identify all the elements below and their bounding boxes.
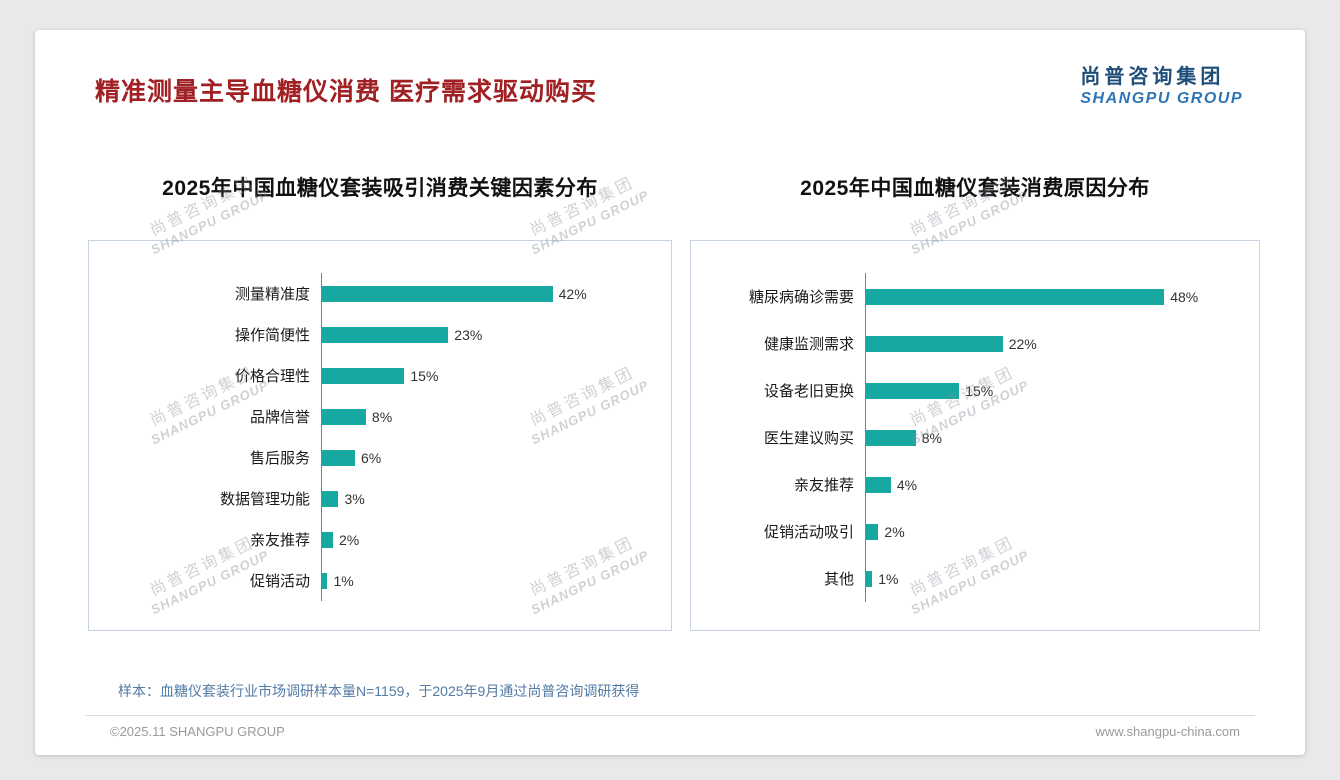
bar-row: 其他 1% — [691, 555, 1245, 602]
bar-row: 亲友推荐 2% — [89, 519, 657, 560]
bar-row: 设备老旧更换 15% — [691, 367, 1245, 414]
category-label: 其他 — [823, 571, 854, 588]
bar — [866, 570, 873, 587]
bar — [866, 288, 1165, 305]
category-label: 医生建议购买 — [763, 430, 854, 447]
category-label: 数据管理功能 — [219, 491, 310, 508]
category-label: 售后服务 — [249, 450, 310, 467]
bar-track: 1% — [321, 560, 657, 601]
bar-track: 42% — [321, 273, 657, 314]
value-label: 23% — [454, 326, 483, 343]
bar — [322, 326, 449, 343]
bar-row: 促销活动吸引 2% — [691, 508, 1245, 555]
category-label: 健康监测需求 — [763, 336, 854, 353]
right-chart-title: 2025年中国血糖仪套装消费原因分布 — [800, 177, 1150, 200]
value-label: 8% — [371, 408, 393, 425]
value-label: 22% — [1008, 335, 1037, 352]
left-bar-chart: 测量精准度 42% 操作简便性 23% 价格合理性 15% 品牌信誉 8% 售后服务 6% 数据管理… — [88, 240, 672, 631]
category-label: 价格合理性 — [234, 368, 310, 385]
bar-row: 操作简便性 23% — [89, 314, 657, 355]
sample-note: 样本：血糖仪套装行业市场调研样本量N=1159，于2025年9月通过尚普咨询调研… — [118, 683, 640, 699]
bar-row: 数据管理功能 3% — [89, 478, 657, 519]
logo-text-en: SHANGPU GROUP — [1080, 90, 1243, 107]
value-label: 42% — [558, 285, 587, 302]
left-chart-section: 2025年中国血糖仪套装吸引消费关键因素分布 测量精准度 42% 操作简便性 23% 价… — [88, 172, 672, 631]
bar-track: 4% — [865, 461, 1245, 508]
bar — [866, 476, 891, 493]
category-label: 亲友推荐 — [793, 477, 854, 494]
bar — [322, 285, 553, 302]
bar-track: 2% — [321, 519, 657, 560]
company-logo: 尚普咨询集团 SHANGPU GROUP — [1080, 60, 1243, 108]
category-label: 品牌信誉 — [249, 409, 310, 426]
logo-text-cn: 尚普咨询集团 — [1080, 66, 1225, 88]
value-label: 15% — [410, 367, 439, 384]
left-chart-title: 2025年中国血糖仪套装吸引消费关键因素分布 — [162, 177, 598, 200]
bar-track: 22% — [865, 320, 1245, 367]
bar — [322, 531, 333, 548]
value-label: 1% — [878, 570, 899, 587]
bar-track: 3% — [321, 478, 657, 519]
bar — [866, 335, 1003, 352]
bar-track: 48% — [865, 273, 1245, 320]
website-url: www.shangpu-china.com — [1095, 724, 1240, 739]
copyright-text: ©2025.11 SHANGPU GROUP — [110, 724, 285, 739]
value-label: 48% — [1170, 288, 1199, 305]
value-label: 2% — [884, 523, 905, 540]
bar — [322, 490, 339, 507]
category-label: 促销活动吸引 — [763, 524, 854, 541]
category-label: 设备老旧更换 — [763, 383, 854, 400]
value-label: 3% — [344, 490, 365, 507]
bar-row: 糖尿病确诊需要 48% — [691, 273, 1245, 320]
bar-row: 促销活动 1% — [89, 560, 657, 601]
bar-track: 15% — [321, 355, 657, 396]
bar — [322, 449, 355, 466]
bar — [866, 429, 916, 446]
category-label: 糖尿病确诊需要 — [748, 289, 854, 306]
bar-track: 23% — [321, 314, 657, 355]
value-label: 6% — [360, 449, 382, 466]
category-label: 促销活动 — [249, 573, 310, 590]
charts-area: 2025年中国血糖仪套装吸引消费关键因素分布 测量精准度 42% 操作简便性 23% 价… — [35, 172, 1305, 631]
value-label: 4% — [896, 476, 918, 493]
bar-row: 医生建议购买 8% — [691, 414, 1245, 461]
bar-row: 品牌信誉 8% — [89, 396, 657, 437]
bar — [322, 408, 366, 425]
slide-header: 精准测量主导血糖仪消费 医疗需求驱动购买 尚普咨询集团 SHANGPU GROU… — [35, 30, 1305, 108]
bar-row: 售后服务 6% — [89, 437, 657, 478]
bar-track: 1% — [865, 555, 1245, 602]
value-label: 8% — [921, 429, 942, 446]
category-label: 测量精准度 — [234, 286, 310, 303]
category-label: 操作简便性 — [234, 327, 310, 344]
slide-title: 精准测量主导血糖仪消费 医疗需求驱动购买 — [95, 78, 597, 106]
category-label: 亲友推荐 — [249, 532, 310, 549]
right-bar-chart: 糖尿病确诊需要 48% 健康监测需求 22% 设备老旧更换 15% 医生建议购买 8% 亲友推荐… — [690, 240, 1260, 631]
right-chart-section: 2025年中国血糖仪套装消费原因分布 糖尿病确诊需要 48% 健康监测需求 22% 设备… — [690, 172, 1260, 631]
bar-track: 8% — [865, 414, 1245, 461]
value-label: 15% — [965, 382, 994, 399]
value-label: 1% — [333, 572, 354, 589]
bar — [866, 382, 960, 399]
bar-row: 亲友推荐 4% — [691, 461, 1245, 508]
bar-track: 15% — [865, 367, 1245, 414]
bar — [322, 367, 405, 384]
bar-track: 6% — [321, 437, 657, 478]
bar-row: 测量精准度 42% — [89, 273, 657, 314]
slide: 尚普咨询集团 SHANGPU GROUP 尚普咨询集团 SHANGPU GROUP 尚普… — [35, 30, 1305, 755]
bar — [866, 523, 879, 540]
bar-row: 价格合理性 15% — [89, 355, 657, 396]
bar — [322, 572, 328, 589]
bar-row: 健康监测需求 22% — [691, 320, 1245, 367]
bar-track: 2% — [865, 508, 1245, 555]
bar-track: 8% — [321, 396, 657, 437]
slide-footer: ©2025.11 SHANGPU GROUP www.shangpu-china… — [35, 716, 1305, 739]
footer-divider — [85, 715, 1255, 716]
value-label: 2% — [338, 531, 360, 548]
